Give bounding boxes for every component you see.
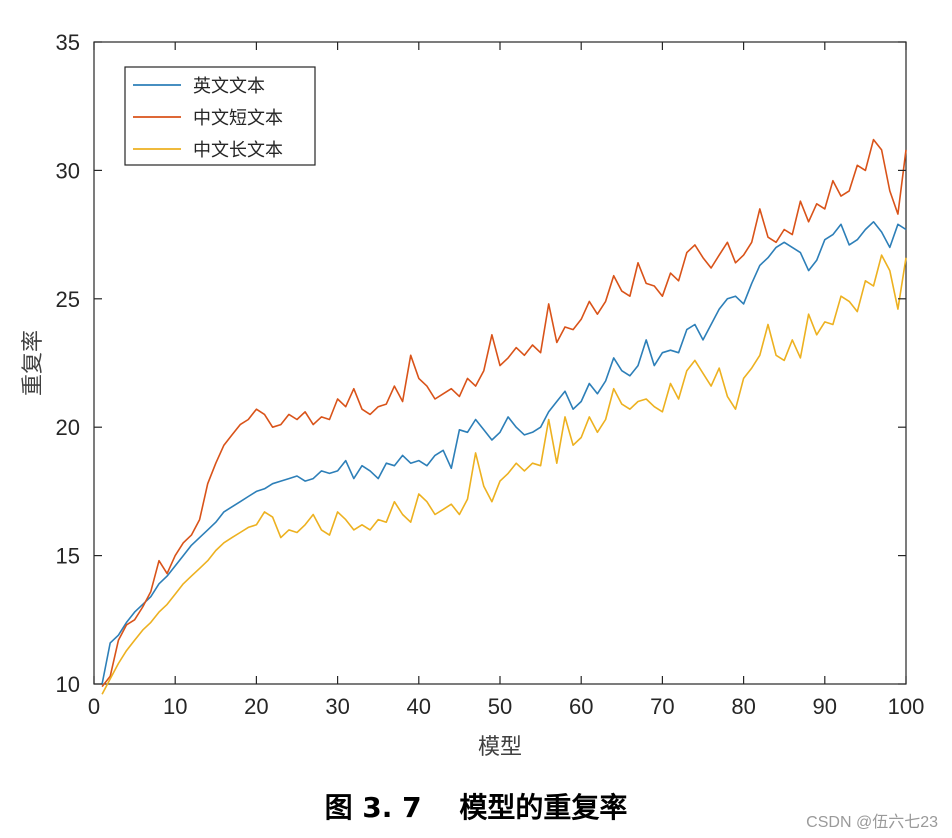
x-axis-ticks: 0 10 20 30 40 50 60 70 80 90 100: [88, 42, 924, 719]
series-lines: [101, 138, 907, 695]
y-tick-label: 35: [56, 30, 80, 55]
line-chart: 0 10 20 30 40 50 60 70 80 90 100 10 15 20 25 30 35 模型 重…: [21, 30, 924, 760]
x-tick-label: 70: [650, 694, 674, 719]
x-tick-label: 0: [88, 694, 100, 719]
x-tick-label: 100: [888, 694, 925, 719]
y-tick-label: 15: [56, 544, 80, 569]
series-line-3: [101, 254, 907, 695]
x-tick-label: 50: [488, 694, 512, 719]
y-tick-label: 25: [56, 287, 80, 312]
series-line-1: [101, 221, 907, 685]
y-axis-ticks: 10 15 20 25 30 35: [56, 30, 906, 697]
y-axis-label: 重复率: [21, 330, 46, 396]
x-axis-label: 模型: [478, 735, 522, 760]
x-tick-label: 90: [813, 694, 837, 719]
x-tick-label: 40: [407, 694, 431, 719]
y-tick-label: 20: [56, 415, 80, 440]
series-line-2: [101, 138, 907, 688]
legend-label: 英文文本: [193, 76, 265, 97]
x-tick-label: 30: [325, 694, 349, 719]
y-tick-label: 10: [56, 672, 80, 697]
x-tick-label: 80: [731, 694, 755, 719]
legend-label: 中文长文本: [193, 140, 283, 161]
watermark: CSDN @伍六七23: [806, 814, 938, 831]
x-tick-label: 60: [569, 694, 593, 719]
y-tick-label: 30: [56, 158, 80, 183]
legend-label: 中文短文本: [193, 108, 283, 129]
x-tick-label: 20: [244, 694, 268, 719]
figure-caption: 图 3. 7 模型的重复率: [324, 791, 628, 824]
x-tick-label: 10: [163, 694, 187, 719]
